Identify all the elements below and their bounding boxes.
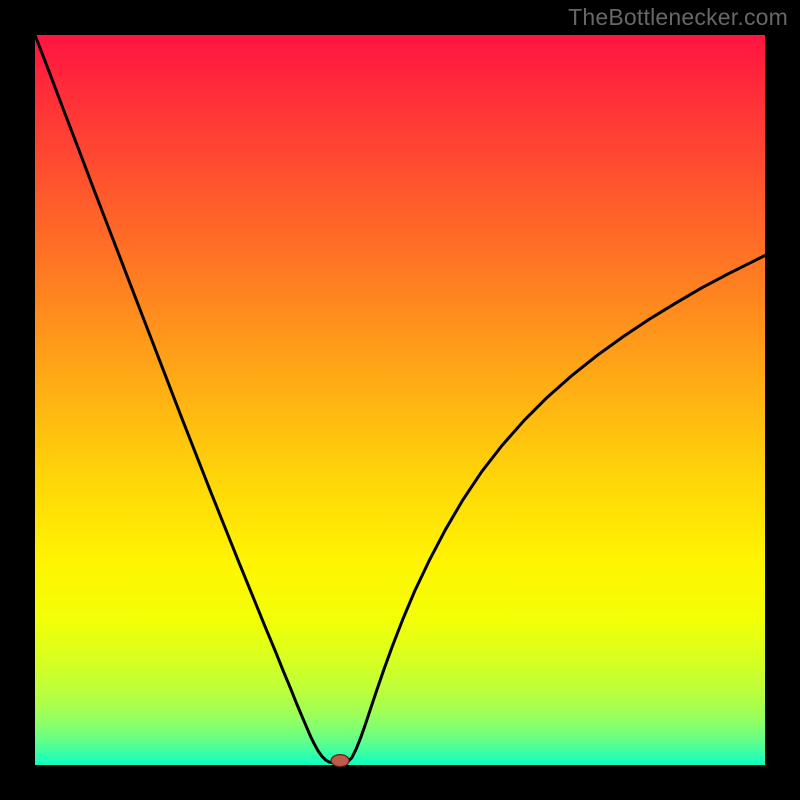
chart-frame: { "watermark": { "text": "TheBottlenecke… — [0, 0, 800, 800]
watermark-text: TheBottlenecker.com — [568, 4, 788, 31]
bottleneck-chart — [0, 0, 800, 800]
gradient-background — [35, 35, 765, 765]
optimal-marker — [331, 755, 349, 767]
